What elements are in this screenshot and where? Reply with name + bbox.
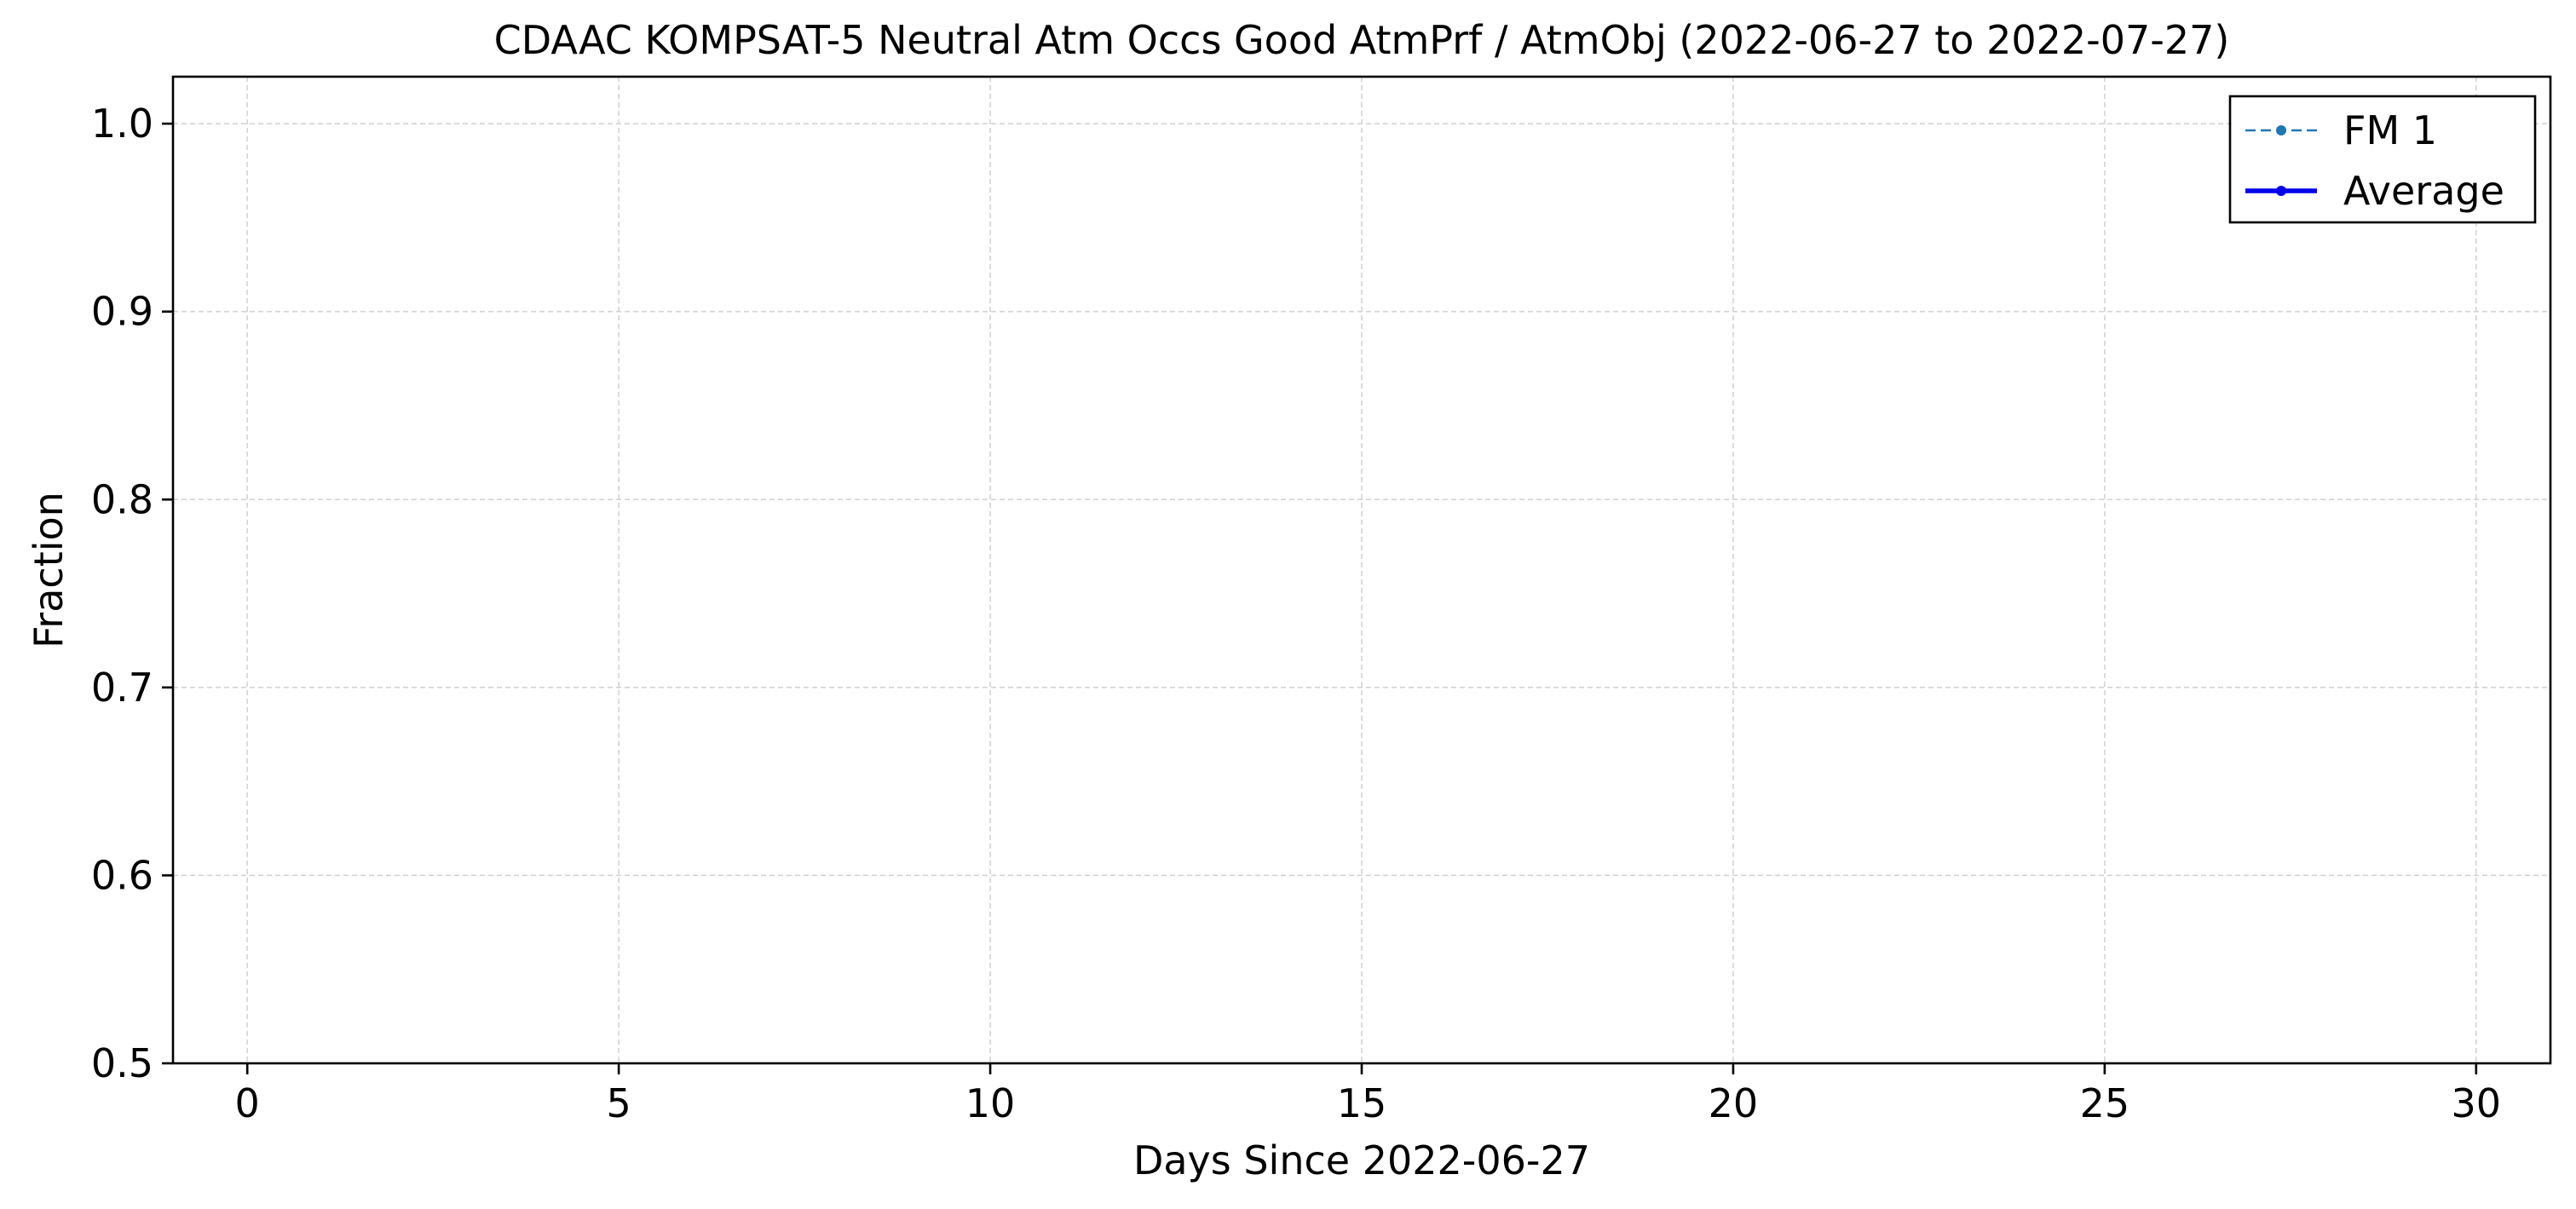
chart-title: CDAAC KOMPSAT-5 Neutral Atm Occs Good At… — [494, 17, 2230, 63]
x-tick-label: 0 — [235, 1080, 260, 1126]
y-tick-label: 0.7 — [91, 665, 153, 711]
x-tick-label: 30 — [2452, 1080, 2502, 1126]
y-tick-label: 0.6 — [91, 852, 153, 898]
x-axis-label: Days Since 2022-06-27 — [1133, 1137, 1590, 1183]
y-tick-label: 0.9 — [91, 289, 153, 335]
y-tick-label: 0.8 — [91, 476, 153, 522]
x-tick-label: 10 — [965, 1080, 1016, 1126]
y-tick-label: 1.0 — [91, 101, 153, 147]
x-tick-label: 20 — [1709, 1080, 1759, 1126]
legend-marker — [2276, 125, 2286, 135]
legend-label: Average — [2343, 168, 2504, 214]
y-tick-label: 0.5 — [91, 1040, 153, 1086]
y-axis-label: Fraction — [26, 492, 72, 648]
legend-marker — [2276, 186, 2286, 196]
legend-label: FM 1 — [2343, 107, 2437, 153]
x-tick-label: 25 — [2080, 1080, 2130, 1126]
x-tick-label: 5 — [606, 1080, 631, 1126]
legend-items: FM 1 Average — [2245, 107, 2504, 214]
legend-box — [2228, 95, 2537, 224]
legend: FM 1 Average — [2228, 95, 2537, 224]
x-axis-ticks: 0 5 10 15 20 25 30 — [235, 1063, 2502, 1126]
y-axis-ticks: 0.5 0.6 0.7 0.8 0.9 1.0 — [91, 101, 173, 1086]
x-tick-label: 15 — [1337, 1080, 1387, 1126]
grid — [173, 77, 2550, 1064]
